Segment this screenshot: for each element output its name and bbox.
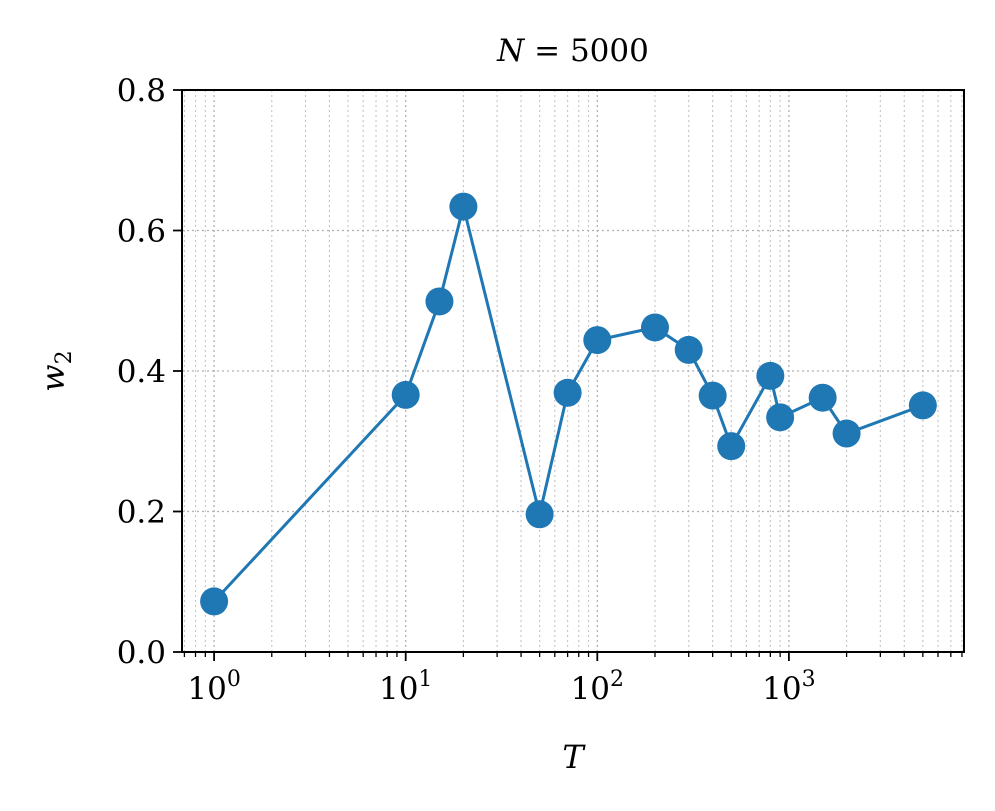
x-tick-label: 103 — [762, 667, 815, 707]
x-tick-label: 101 — [379, 667, 432, 707]
y-tick-label: 0.6 — [117, 214, 166, 250]
grid-layer — [182, 89, 964, 653]
data-point — [698, 381, 727, 410]
y-axis-label: w2 — [34, 350, 77, 391]
series-layer — [200, 192, 937, 616]
data-point — [832, 419, 861, 448]
y-tick-label: 0.8 — [117, 73, 166, 109]
series-line — [213, 206, 924, 603]
data-point — [391, 380, 420, 409]
data-point — [756, 361, 785, 390]
data-point — [553, 378, 582, 407]
data-point — [717, 432, 746, 461]
data-point — [425, 287, 454, 316]
data-point — [449, 192, 478, 221]
data-point — [908, 391, 937, 420]
y-tick-label: 0.2 — [117, 495, 166, 531]
data-point — [200, 587, 229, 616]
tick-layer: 100 101 102 103 0.0 0.2 0.4 0.6 0.8 — [117, 73, 963, 707]
data-point — [583, 326, 612, 355]
data-point — [766, 403, 795, 432]
data-point — [808, 383, 837, 412]
data-point — [525, 500, 554, 529]
y-tick-label: 0.0 — [117, 635, 166, 671]
x-tick-label: 100 — [187, 667, 240, 707]
data-point — [674, 335, 703, 364]
chart-title: N = 5000 — [496, 33, 649, 69]
y-tick-label: 0.4 — [117, 354, 166, 390]
data-point — [640, 313, 669, 342]
x-axis-label: T — [562, 738, 586, 776]
x-tick-label: 102 — [571, 667, 624, 707]
